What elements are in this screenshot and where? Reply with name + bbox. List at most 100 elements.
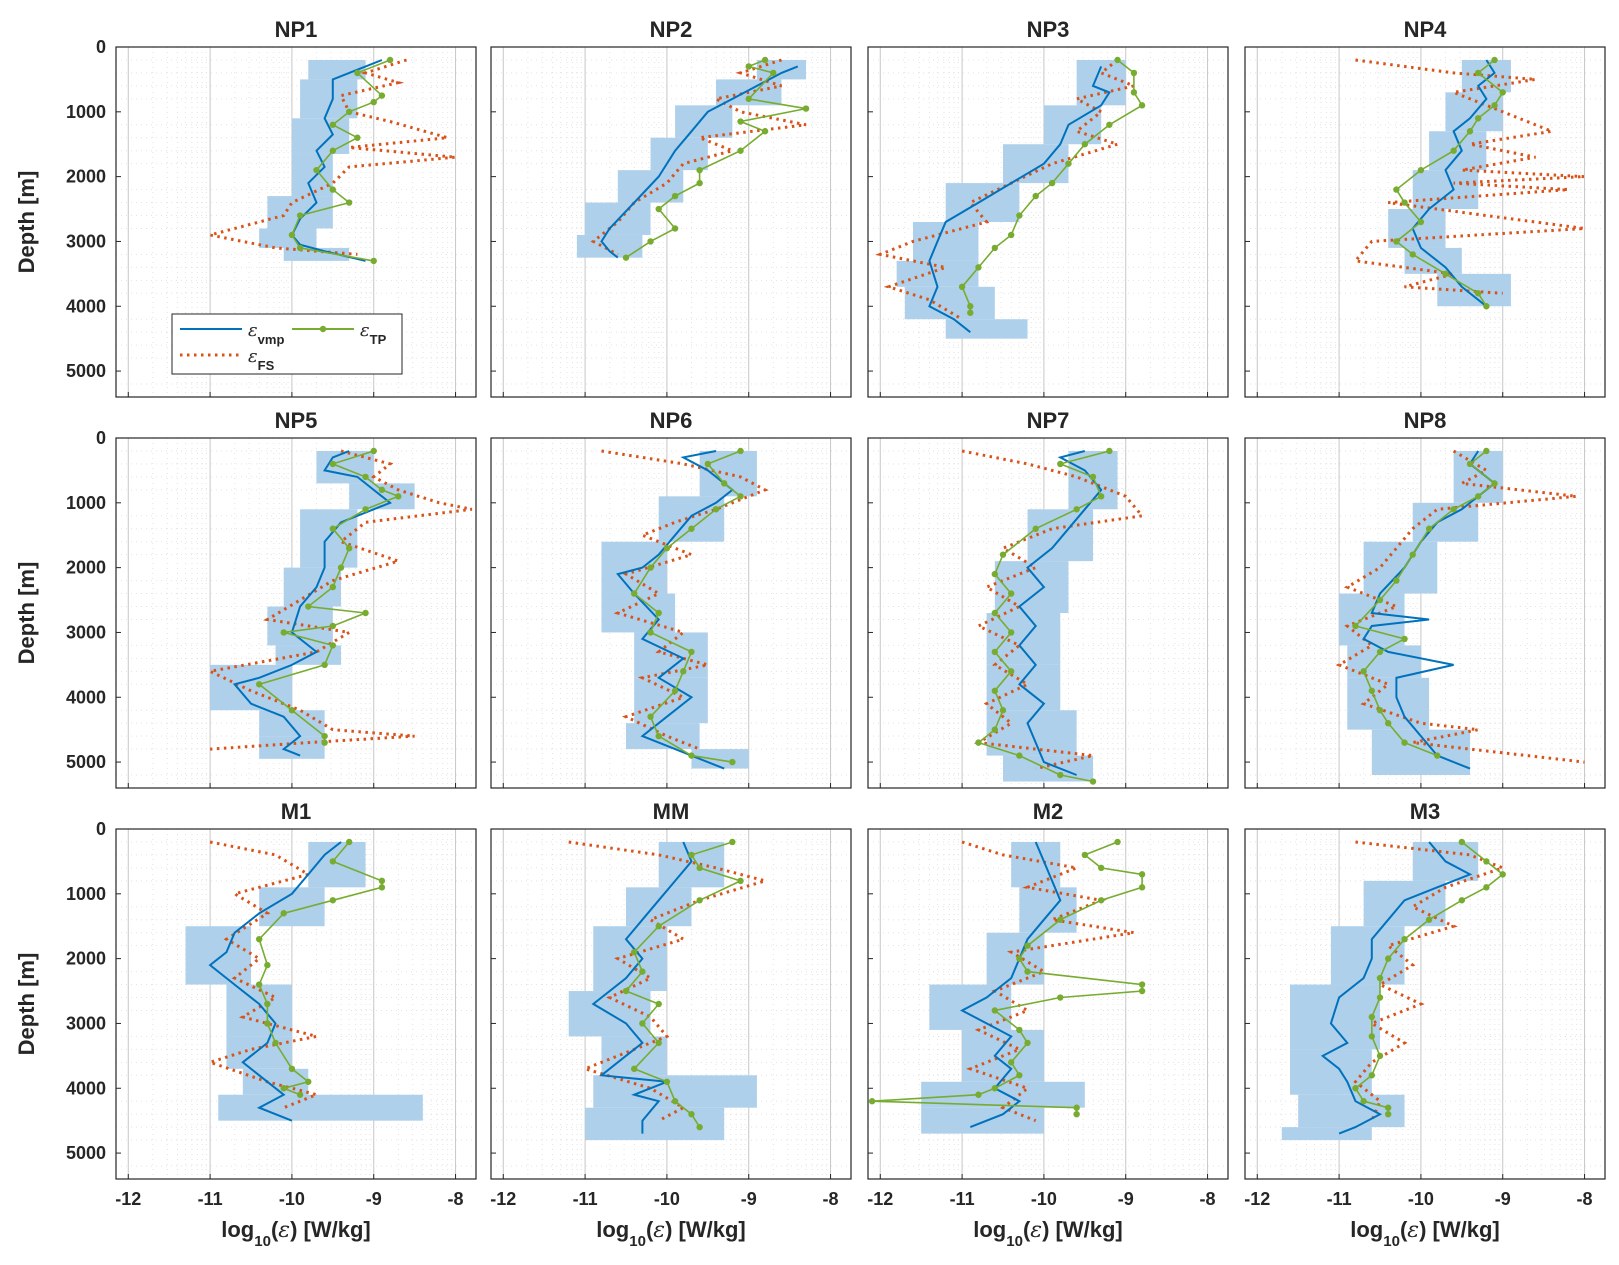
tp-point (655, 205, 662, 213)
vmp-line (290, 59, 383, 262)
tp-point (1016, 955, 1023, 962)
ticks (1245, 437, 1586, 788)
axes-box (867, 437, 1229, 789)
x-tick-label: -10 (1031, 1189, 1057, 1209)
tp-point (1458, 897, 1466, 904)
series-group (875, 56, 1146, 333)
y-tick-label: 0 (96, 819, 106, 839)
series-group (568, 838, 771, 1134)
band-segment (218, 1094, 423, 1121)
tp-point (647, 713, 654, 720)
tp-point (264, 1020, 271, 1027)
tp-point (999, 551, 1007, 558)
x-label-open: ( (271, 1217, 279, 1242)
band-segment (585, 1107, 725, 1141)
tp-point (655, 1039, 662, 1047)
x-label-open: ( (646, 1217, 654, 1242)
fs-line (601, 449, 769, 751)
band-segment (601, 541, 667, 594)
legend-subscript: vmp (258, 332, 285, 347)
tp-point (991, 687, 999, 694)
tp-point (1073, 506, 1080, 513)
band-segment (593, 926, 667, 992)
tp-point (1450, 506, 1457, 513)
tp-point (1114, 56, 1121, 64)
x-label-base: 10 (1006, 1233, 1023, 1250)
tp-point (1491, 56, 1498, 64)
series-group (1335, 447, 1585, 770)
tp-point (329, 622, 337, 630)
ticks (116, 437, 457, 788)
tp-point (255, 981, 263, 988)
tp-point (255, 681, 263, 688)
tp-point (737, 147, 744, 154)
legend-symbol: ε (248, 346, 258, 367)
tp-point (280, 629, 287, 636)
tp-point (1417, 218, 1425, 226)
y-axis-label: Depth [m] (14, 171, 39, 274)
tp-point (745, 95, 752, 103)
tp-point (975, 739, 982, 746)
tp-point (770, 69, 777, 77)
tp-point (362, 506, 369, 513)
band-segment (308, 841, 366, 888)
vmp-line (591, 841, 693, 1134)
axes-box (1244, 828, 1606, 1180)
tp-point (696, 864, 703, 872)
x-tick-label: -8 (448, 1189, 464, 1209)
tp-point (991, 648, 999, 656)
tp-point (362, 473, 369, 481)
tp-point (630, 1065, 638, 1073)
y-axis-label: Depth [m] (14, 562, 39, 665)
tp-point (1434, 752, 1441, 759)
vmp-line (232, 450, 393, 757)
tp-point (639, 968, 646, 975)
band-segment (904, 286, 995, 320)
x-tick-label: -11 (950, 1189, 975, 1209)
band-segment (1281, 1127, 1372, 1141)
panel-title: NP3 (1027, 17, 1070, 42)
tp-point (329, 147, 337, 154)
x-axis-label: log10(ε) [W/kg] (596, 1217, 745, 1250)
tp-point (1097, 864, 1105, 872)
band-segment (921, 1107, 1044, 1134)
tp-point (1499, 89, 1506, 96)
tp-point (696, 166, 703, 174)
tp-point (1073, 1104, 1080, 1111)
ticks (868, 437, 1209, 788)
panel-title: M3 (1410, 799, 1441, 824)
ticks (116, 46, 457, 397)
tp-line (961, 59, 1144, 313)
vmp-range-band (259, 59, 366, 261)
tp-point (345, 838, 353, 846)
series-group (961, 447, 1145, 785)
tp-point (729, 758, 736, 766)
tp-point (1057, 460, 1064, 468)
tp-point (1474, 69, 1482, 77)
tp-point (329, 642, 337, 649)
band-segment (994, 561, 1069, 613)
tp-line (633, 450, 742, 763)
band-segment (259, 228, 317, 248)
tp-point (1401, 935, 1408, 943)
legend-subscript: TP (370, 332, 387, 347)
tp-point (370, 257, 377, 265)
y-tick-label: 3000 (66, 1013, 106, 1033)
tp-point (802, 105, 810, 112)
tp-point (729, 838, 736, 846)
y-tick-label: 4000 (66, 687, 106, 707)
tp-point (671, 192, 679, 200)
x-label-rest: ) [W/kg] (1042, 1217, 1123, 1242)
ticks (491, 828, 832, 1179)
tp-point (288, 707, 296, 714)
band-segment (1363, 880, 1446, 927)
tp-point (1393, 238, 1400, 245)
tp-point (1401, 635, 1408, 643)
tp-point (1409, 551, 1416, 558)
panel-title: NP8 (1404, 408, 1447, 433)
tp-point (354, 134, 361, 141)
tp-point (1483, 884, 1490, 891)
minor-grid (116, 829, 476, 1179)
tp-point (663, 1078, 671, 1085)
